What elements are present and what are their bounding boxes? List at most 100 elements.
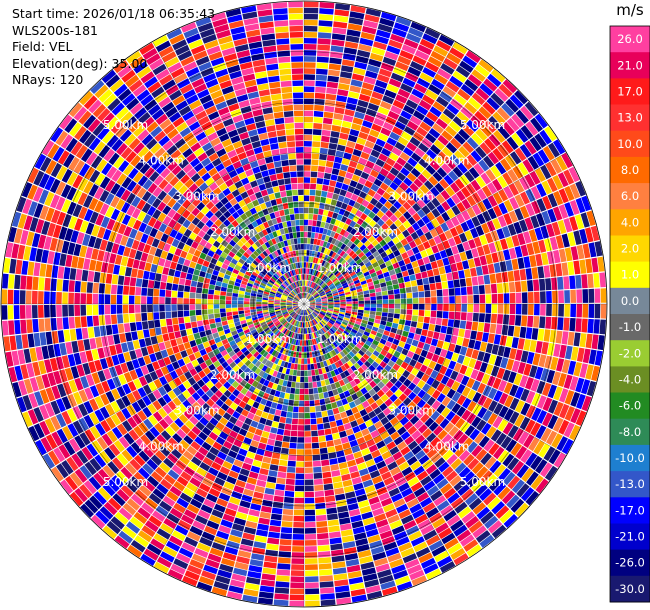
velocity-gate — [248, 426, 257, 434]
velocity-gate — [275, 310, 281, 314]
velocity-gate — [274, 365, 281, 372]
velocity-gate — [291, 381, 296, 388]
velocity-gate — [528, 304, 534, 316]
velocity-gate — [530, 422, 541, 437]
velocity-gate — [262, 456, 272, 464]
velocity-gate — [365, 419, 374, 428]
velocity-gate — [296, 315, 300, 321]
velocity-gate — [295, 219, 300, 226]
velocity-gate — [56, 463, 69, 479]
velocity-gate — [339, 351, 346, 358]
velocity-gate — [318, 160, 327, 167]
velocity-gate — [295, 479, 304, 486]
velocity-gate — [188, 353, 196, 362]
velocity-gate — [322, 334, 327, 341]
velocity-gate — [257, 289, 264, 293]
velocity-gate — [328, 415, 336, 422]
velocity-gate — [525, 390, 536, 404]
velocity-gate — [331, 555, 345, 563]
velocity-gate — [349, 342, 356, 348]
velocity-gate — [207, 408, 217, 417]
velocity-gate — [509, 397, 520, 411]
velocity-gate — [563, 374, 573, 389]
velocity-gate — [233, 517, 246, 526]
velocity-gate — [226, 346, 233, 354]
velocity-gate — [407, 332, 415, 339]
velocity-gate — [514, 414, 525, 428]
velocity-gate — [237, 300, 244, 304]
velocity-gate — [56, 165, 68, 181]
velocity-gate — [238, 297, 244, 301]
velocity-gate — [250, 348, 257, 355]
velocity-gate — [257, 315, 264, 319]
velocity-gate — [81, 446, 94, 461]
velocity-gate — [482, 410, 493, 422]
velocity-gate — [323, 353, 329, 360]
velocity-gate — [283, 312, 289, 316]
velocity-gate — [100, 393, 110, 406]
velocity-gate — [324, 428, 332, 435]
velocity-gate — [453, 319, 461, 328]
velocity-gate — [132, 219, 142, 231]
velocity-gate — [78, 206, 88, 220]
velocity-gate — [338, 336, 345, 342]
velocity-gate — [65, 341, 73, 355]
velocity-gate — [123, 226, 133, 237]
velocity-gate — [304, 388, 309, 395]
velocity-gate — [317, 343, 322, 350]
velocity-gate — [135, 438, 147, 450]
velocity-gate — [551, 433, 563, 449]
velocity-gate — [315, 337, 319, 344]
velocity-gate — [281, 441, 290, 448]
velocity-gate — [312, 460, 321, 467]
velocity-gate — [351, 311, 358, 315]
velocity-gate — [149, 246, 157, 256]
velocity-gate — [346, 326, 353, 331]
velocity-gate — [201, 384, 210, 393]
velocity-gate — [256, 326, 262, 331]
velocity-gate — [464, 425, 476, 437]
velocity-gate — [101, 380, 111, 393]
velocity-gate — [45, 387, 56, 402]
velocity-gate — [304, 485, 314, 492]
velocity-gate — [246, 477, 257, 485]
velocity-gate — [293, 98, 304, 105]
velocity-gate — [235, 324, 242, 330]
velocity-gate — [515, 400, 525, 413]
velocity-gate — [324, 378, 330, 386]
velocity-gate — [476, 331, 483, 341]
velocity-gate — [314, 308, 321, 312]
velocity-gate — [282, 292, 289, 296]
velocity-gate — [95, 213, 105, 226]
velocity-gate — [357, 309, 364, 314]
velocity-gate — [363, 310, 370, 315]
velocity-gate — [153, 533, 168, 545]
velocity-gate — [437, 304, 443, 311]
velocity-gate — [252, 316, 258, 321]
velocity-gate — [208, 318, 216, 324]
velocity-gate — [299, 394, 304, 401]
velocity-gate — [132, 339, 141, 350]
velocity-gate — [162, 393, 172, 404]
velocity-gate — [441, 407, 451, 418]
velocity-gate — [437, 429, 448, 441]
velocity-gate — [411, 445, 422, 456]
velocity-gate — [458, 466, 471, 479]
velocity-gate — [226, 311, 233, 317]
velocity-gate — [256, 299, 262, 302]
velocity-gate — [201, 531, 215, 542]
velocity-gate — [254, 323, 261, 329]
velocity-gate — [405, 314, 412, 321]
velocity-gate — [72, 406, 83, 420]
velocity-gate — [117, 314, 124, 324]
velocity-gate — [527, 315, 534, 328]
velocity-gate — [173, 377, 182, 387]
velocity-gate — [149, 328, 156, 337]
velocity-gate — [142, 384, 152, 395]
velocity-gate — [223, 259, 231, 266]
velocity-gate — [329, 458, 338, 465]
velocity-gate — [413, 541, 428, 553]
velocity-gate — [309, 305, 315, 309]
velocity-gate — [400, 431, 411, 441]
velocity-gate — [102, 229, 112, 241]
